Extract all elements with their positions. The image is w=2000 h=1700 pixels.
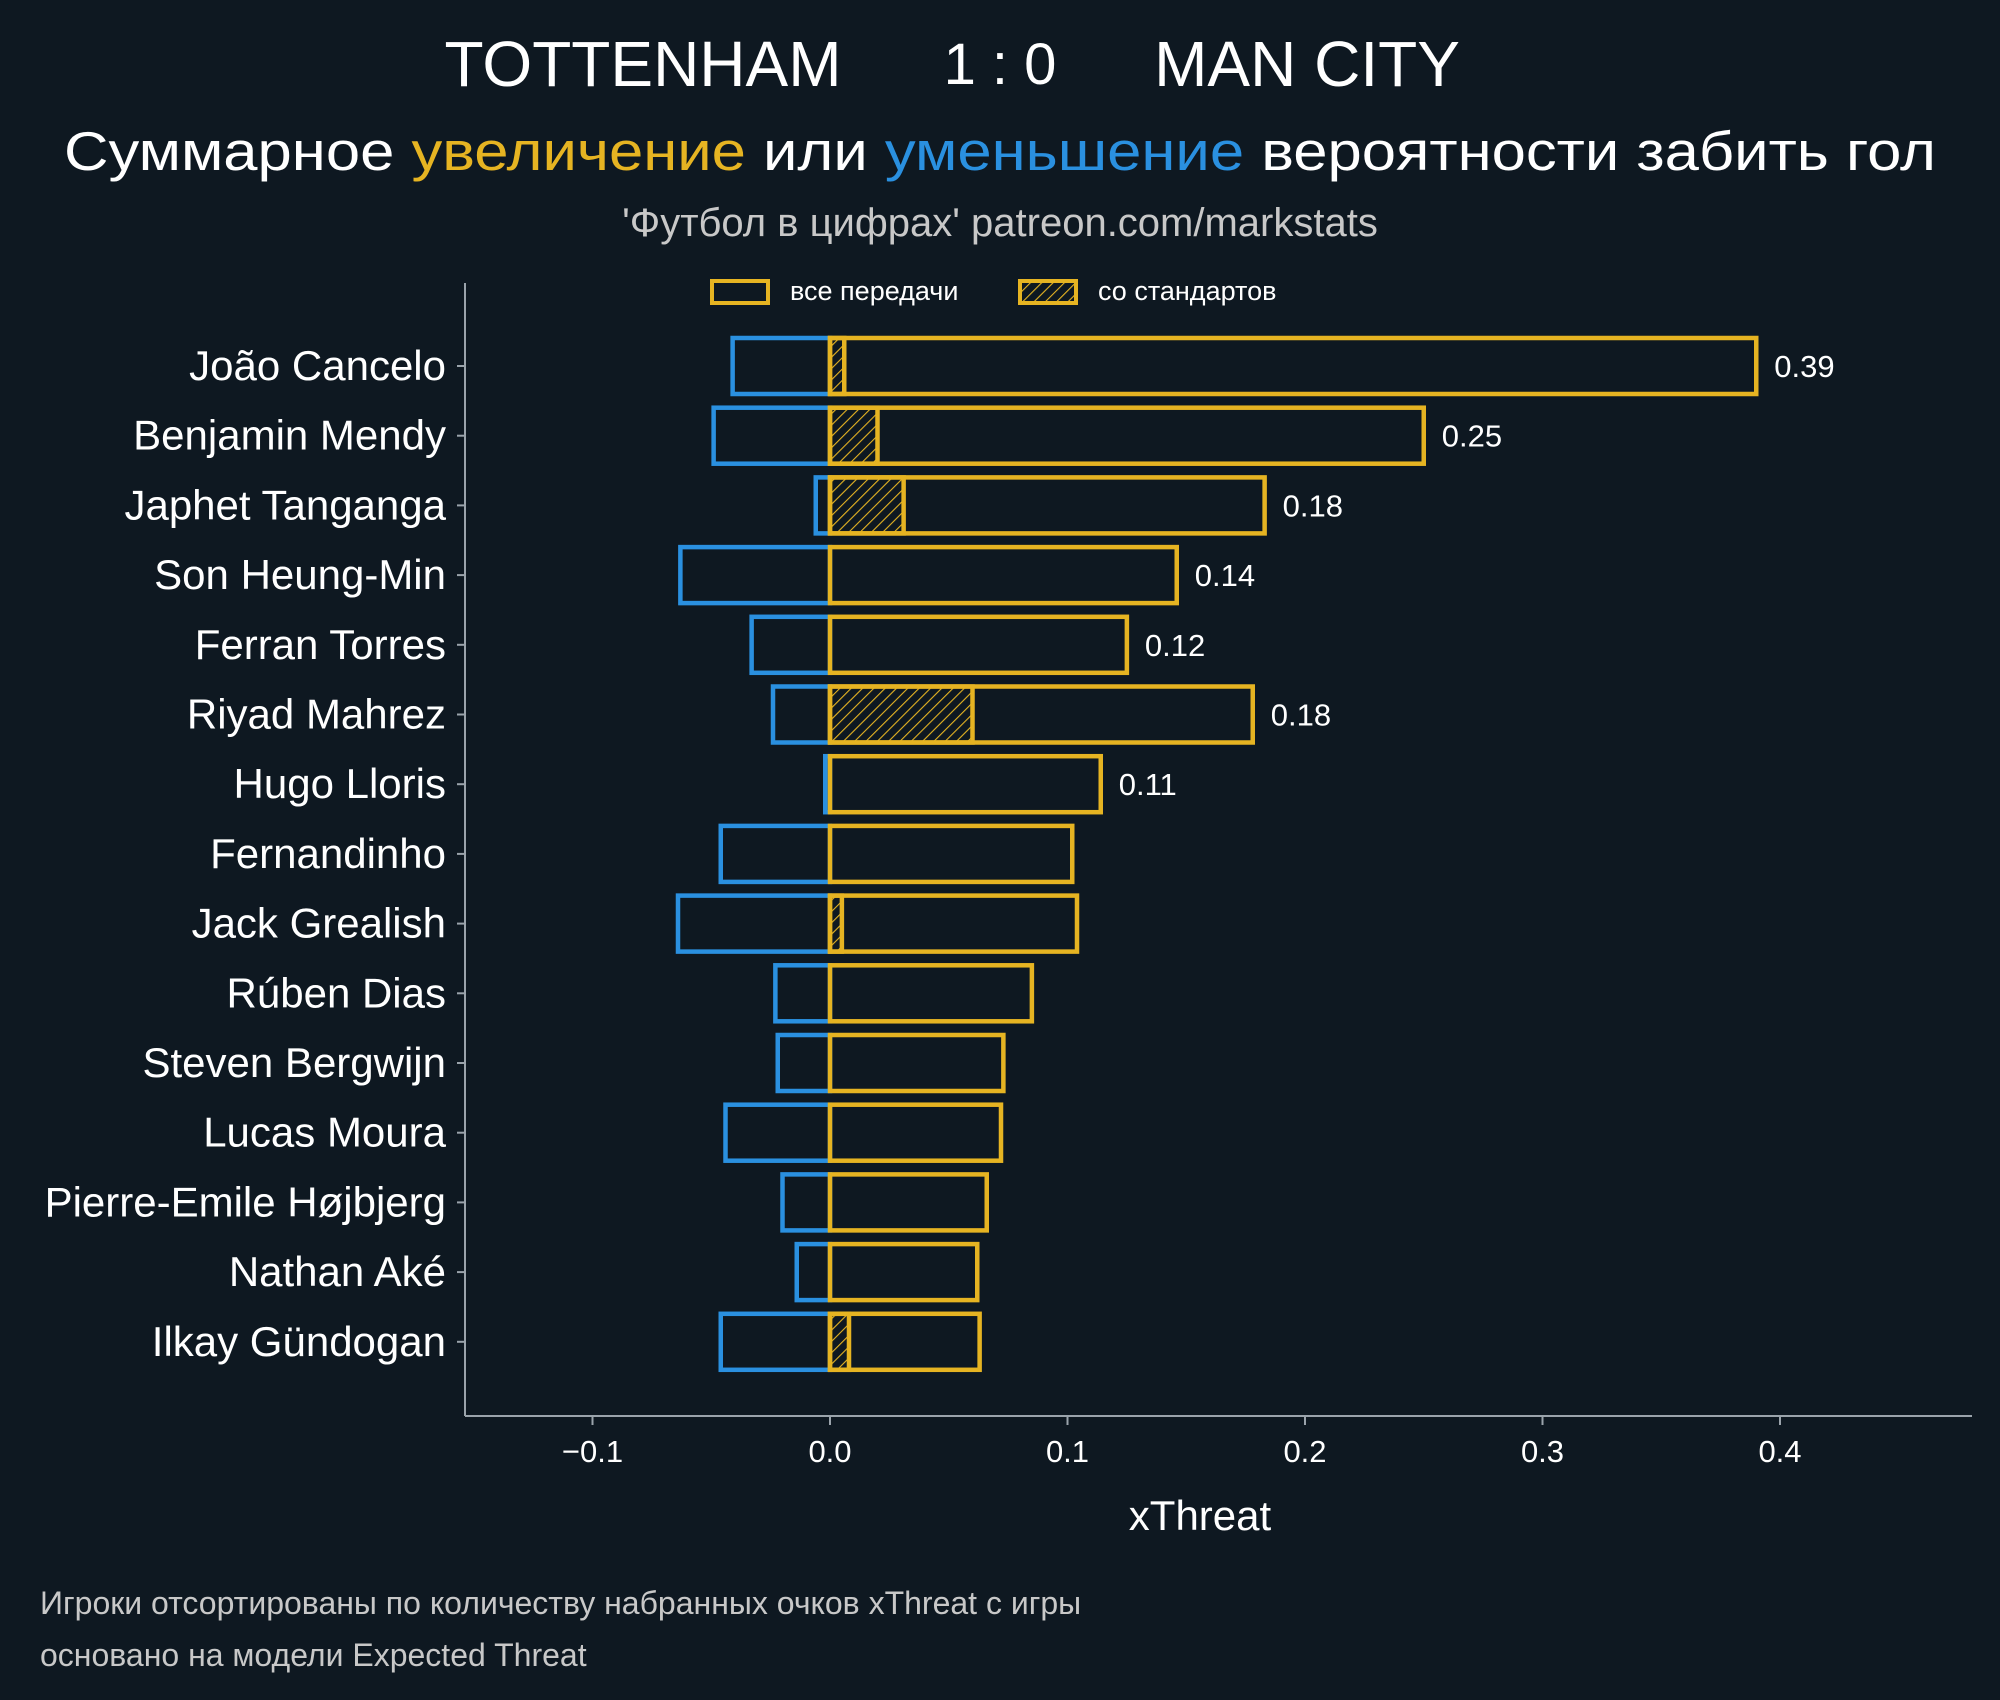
- increase-bar: [827, 823, 1075, 885]
- player-label: Jack Grealish: [192, 900, 446, 947]
- increase-bar: [827, 335, 1759, 397]
- x-ticks: −0.1 0.0 0.1 0.2 0.3 0.4: [562, 1416, 1802, 1469]
- subtitle-part: увеличение: [411, 120, 745, 182]
- player-label: Nathan Aké: [229, 1248, 446, 1295]
- set-piece-bar: [827, 405, 880, 466]
- increase-bar: [827, 1172, 989, 1233]
- player-label: Hugo Lloris: [234, 760, 446, 807]
- value-label: 0.14: [1195, 558, 1255, 593]
- increase-bar: [827, 544, 1179, 606]
- subtitle-part: уменьшение: [885, 120, 1244, 182]
- value-label: 0.39: [1774, 349, 1834, 384]
- legend-label-all-passes: все передачи: [790, 276, 958, 306]
- increase-bar: [827, 1102, 1004, 1163]
- player-label: Fernandinho: [210, 830, 446, 877]
- chart-subtitle: Суммарное увеличение или уменьшение веро…: [64, 120, 1936, 182]
- legend-label-set-pieces: со стандартов: [1098, 276, 1276, 306]
- increase-bar: [827, 405, 1426, 466]
- value-label: 0.18: [1271, 698, 1331, 733]
- player-label: Rúben Dias: [227, 969, 446, 1016]
- increase-bar: [827, 893, 1080, 954]
- value-label: 0.11: [1119, 767, 1177, 802]
- legend-swatch-all-passes: [710, 279, 770, 305]
- player-label: Pierre-Emile Højbjerg: [45, 1178, 446, 1225]
- bars-layer: 0.39 0.25 0.18 0.14 0.12 0.18 0.11: [675, 335, 1835, 1373]
- value-label: 0.25: [1442, 419, 1502, 454]
- footnote-2: основано на модели Expected Threat: [40, 1637, 587, 1673]
- increase-bar: [827, 1241, 980, 1303]
- home-team: TOTTENHAM: [444, 28, 841, 100]
- player-label: Japhet Tanganga: [124, 481, 446, 528]
- set-piece-bar: [827, 475, 906, 536]
- player-label: Son Heung-Min: [154, 551, 446, 598]
- x-tick-label: −0.1: [562, 1434, 623, 1469]
- increase-bar: [827, 684, 1255, 745]
- x-tick-label: 0.1: [1046, 1434, 1089, 1469]
- player-label: Benjamin Mendy: [133, 412, 446, 459]
- x-tick-label: 0.0: [808, 1434, 851, 1469]
- subtitle-part: или: [746, 120, 885, 182]
- increase-bar: [827, 753, 1103, 815]
- player-label: Ferran Torres: [195, 621, 446, 668]
- player-label: Steven Bergwijn: [143, 1039, 447, 1086]
- player-label: Lucas Moura: [203, 1109, 446, 1156]
- legend: все передачи со стандартов: [710, 276, 1276, 306]
- player-label: Ilkay Gündogan: [152, 1318, 446, 1365]
- match-score: 1 : 0: [944, 32, 1057, 97]
- value-label: 0.12: [1145, 628, 1205, 663]
- x-tick-label: 0.2: [1283, 1434, 1326, 1469]
- x-tick-label: 0.4: [1758, 1434, 1801, 1469]
- away-team: MAN CITY: [1154, 28, 1460, 100]
- player-label: João Cancelo: [189, 342, 446, 389]
- y-tick-labels: João Cancelo Benjamin Mendy Japhet Tangang…: [45, 342, 465, 1365]
- increase-bar: [827, 963, 1035, 1024]
- increase-bar: [827, 614, 1130, 676]
- footnote-1: Игроки отсортированы по количеству набра…: [40, 1585, 1081, 1621]
- legend-swatch-set-pieces: [1018, 279, 1078, 305]
- source-credit: 'Футбол в цифрах' patreon.com/markstats: [622, 201, 1378, 245]
- increase-bar: [827, 1311, 982, 1373]
- increase-bar: [827, 1032, 1006, 1094]
- x-axis-label: xThreat: [1129, 1492, 1272, 1539]
- set-piece-bar: [827, 684, 975, 745]
- x-tick-label: 0.3: [1521, 1434, 1564, 1469]
- subtitle-part: вероятности забить гол: [1244, 120, 1936, 182]
- player-label: Riyad Mahrez: [187, 691, 446, 738]
- increase-bar: [827, 475, 1267, 536]
- value-label: 0.18: [1283, 488, 1343, 523]
- subtitle-part: Суммарное: [64, 120, 411, 182]
- set-piece-bar: [827, 1311, 852, 1373]
